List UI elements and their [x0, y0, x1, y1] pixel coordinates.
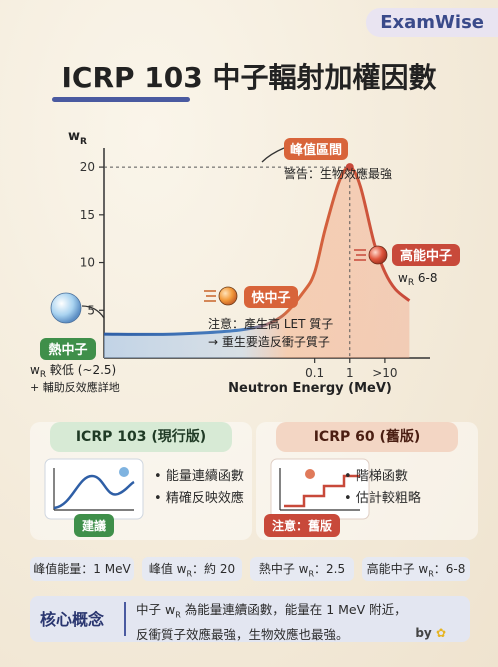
fast-label: 快中子: [251, 290, 290, 306]
core-concept-divider: [124, 602, 126, 636]
card-icrp60-title: ICRP 60 (舊版): [276, 422, 458, 452]
x-ticks: 0.1 1 >10: [305, 358, 398, 380]
curve-fill: [104, 167, 410, 358]
thermal-wr-value: wR 較低 (~2.5): [30, 362, 116, 380]
core-concept-line-2: 反衝質子效應最強，生物效應也最強。: [136, 626, 349, 642]
peak-label: 峰值區間: [290, 142, 342, 158]
high-label: 高能中子: [400, 248, 452, 264]
fast-note-2: → 重生要造反衝子質子: [208, 334, 330, 349]
high-wr-value: wR 6-8: [398, 271, 438, 288]
card-icrp60-item: • 估計較粗略: [344, 491, 421, 506]
y-axis-title: wR: [68, 129, 87, 147]
card-icrp103: ICRP 103 (現行版) • 能量連續函數 • 精確反映效應 建議: [30, 422, 252, 540]
title-underline: [52, 97, 190, 102]
card-icrp103-title: ICRP 103 (現行版): [50, 422, 232, 452]
x-tick-label: 1: [346, 366, 354, 380]
step-function-icon: [270, 458, 370, 520]
page-title: ICRP 103 中子輻射加權因數: [61, 61, 437, 94]
fast-label-box: [244, 286, 298, 308]
byline: by ✿: [415, 626, 446, 640]
y-tick-label: 5: [87, 303, 95, 317]
high-energy-motion-icon: [354, 249, 366, 261]
card-icrp103-tag: 建議: [74, 514, 115, 537]
svg-text:wR: wR: [68, 129, 87, 147]
core-concept-box: 核心概念 中子 wR 為能量連續函數，能量在 1 MeV 附近， 反衝質子效應最…: [30, 596, 470, 642]
card-icrp103-item: • 能量連續函數: [154, 469, 244, 484]
stat-thermal-wr: 熱中子 wR：2.5: [250, 557, 354, 581]
fast-neutron-ball: [218, 286, 238, 306]
stats-row: 峰值能量：1 MeV 峰值 wR：約 20 熱中子 wR：2.5 高能中子 wR…: [30, 557, 470, 581]
smooth-curve-icon: [44, 458, 144, 520]
thermal-label: 熱中子: [48, 342, 87, 358]
high-energy-ball: [368, 245, 388, 265]
y-tick-label: 20: [80, 160, 95, 174]
peak-note: 警告：生物效應最強: [284, 166, 392, 181]
stat-peak-wr: 峰值 wR：約 20: [142, 557, 242, 581]
wr-curve: [103, 165, 411, 336]
thermal-label-box: [40, 338, 96, 360]
high-label-box: [392, 244, 460, 266]
peak-marker: [345, 163, 354, 172]
fast-note-1: 注意：產生高 LET 質子: [208, 316, 333, 331]
thermal-arrow: [81, 305, 105, 319]
card-icrp103-list: • 能量連續函數 • 精確反映效應: [154, 466, 244, 510]
x-axis-title: Neutron Energy (MeV): [228, 381, 392, 396]
y-tick-label: 10: [80, 256, 95, 270]
x-tick-label: >10: [372, 366, 397, 380]
thermal-neutron-ball: [50, 292, 82, 324]
core-concept-line-1: 中子 wR 為能量連續函數，能量在 1 MeV 附近，: [136, 602, 407, 620]
y-tick-label: 15: [80, 208, 95, 222]
banana-icon: ✿: [435, 626, 446, 640]
card-icrp103-item: • 精確反映效應: [154, 491, 244, 506]
card-icrp60: ICRP 60 (舊版) • 階梯函數 • 估計較粗略 注意：舊版: [256, 422, 478, 540]
brand-badge: ExamWise: [366, 8, 498, 37]
x-tick-label: 0.1: [305, 366, 324, 380]
stat-high-energy-wr: 高能中子 wR：6-8: [362, 557, 470, 581]
y-ticks: 5 10 15 20: [80, 160, 104, 317]
stat-peak-energy: 峰值能量：1 MeV: [30, 557, 134, 581]
fast-neutron-motion-icon: [204, 290, 216, 302]
core-concept-label: 核心概念: [40, 610, 105, 629]
card-icrp60-item: • 階梯函數: [344, 469, 408, 484]
peak-label-box: [284, 138, 348, 160]
card-icrp60-tag: 注意：舊版: [264, 514, 341, 537]
core-concept-text: 中子 wR 為能量連續函數，能量在 1 MeV 附近， 反衝質子效應最強，生物效…: [136, 600, 407, 644]
card-icrp60-list: • 階梯函數 • 估計較粗略: [344, 466, 421, 510]
peak-arrow: [261, 147, 285, 163]
thermal-note: + 輔助反效應詳地: [30, 380, 120, 394]
